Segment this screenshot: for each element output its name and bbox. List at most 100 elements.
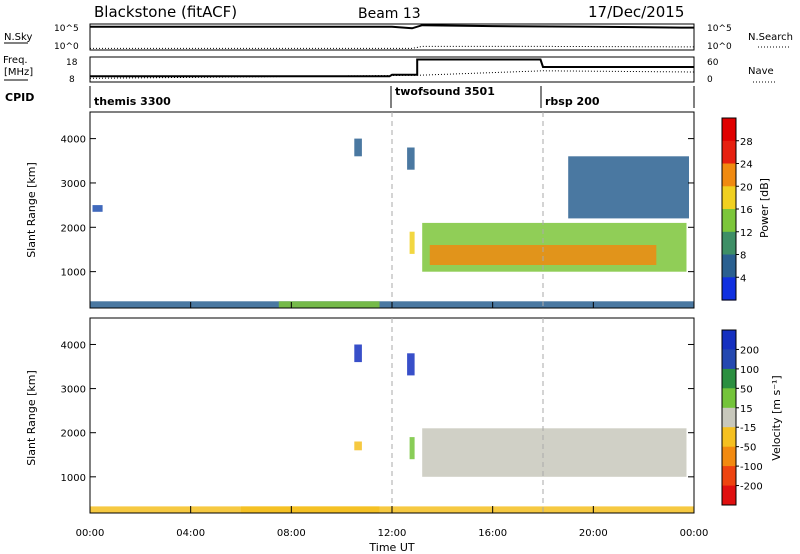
nsky-left-tick-top: 10^5 — [54, 24, 79, 34]
nave-label: Nave — [748, 66, 774, 77]
freq-series — [90, 58, 694, 78]
velocity-cell-4 — [354, 344, 362, 363]
power-y-tick-label-2: 3000 — [61, 179, 86, 190]
nsky-right-tick-top: 10^5 — [707, 24, 732, 34]
nsky-marks — [90, 24, 695, 49]
velocity-cb-label-4: -15 — [740, 423, 756, 434]
power-cb-label-5: 8 — [740, 251, 746, 262]
power-heatmap — [90, 138, 694, 308]
velocity-cb-band-6 — [722, 446, 736, 467]
freq-label-2: [MHz] — [4, 67, 33, 78]
freq-left-tick-top: 18 — [66, 58, 78, 68]
power-cb-label-2: 20 — [740, 182, 753, 193]
velocity-cb-band-2 — [722, 368, 736, 389]
velocity-ylabel: Slant Range [km] — [25, 370, 38, 466]
velocity-cb-label-1: 100 — [740, 365, 759, 376]
x-axis-label: Time UT — [368, 541, 414, 554]
velocity-cell-6 — [354, 441, 362, 451]
x-tick-label-5: 20:00 — [579, 528, 608, 539]
nsky-right-tick-bottom: 10^0 — [707, 42, 732, 52]
x-tick-label-3: 12:00 — [378, 528, 407, 539]
x-tick-label-4: 16:00 — [478, 528, 507, 539]
power-cb-band-0 — [722, 118, 736, 142]
nave-right-tick-bottom: 0 — [707, 75, 713, 85]
date-label: 17/Dec/2015 — [588, 3, 684, 21]
velocity-y-tick-label-3: 4000 — [61, 340, 86, 351]
power-y-tick-label-3: 4000 — [61, 135, 86, 146]
power-cell-8 — [568, 156, 689, 219]
nsky-left-tick-bottom: 10^0 — [54, 42, 79, 52]
power-cb-band-6 — [722, 254, 736, 278]
x-tick-label-1: 04:00 — [176, 528, 205, 539]
power-cell-1 — [278, 301, 380, 308]
velocity-y-axis: 1000 2000 3000 4000 — [61, 340, 694, 484]
power-cell-4 — [409, 231, 415, 254]
beam-label: Beam 13 — [358, 6, 421, 22]
velocity-cb-band-1 — [722, 349, 736, 370]
power-y-tick-label-0: 1000 — [61, 268, 86, 279]
nsky-series-0 — [90, 24, 694, 30]
velocity-cb-band-0 — [722, 330, 736, 350]
freq-label-1: Freq. — [3, 55, 28, 66]
x-axis: 00:00 04:00 08:00 12:00 16:00 20:00 00:00 — [76, 302, 709, 539]
velocity-cell-3 — [409, 437, 415, 460]
x-tick-label-6: 00:00 — [680, 528, 709, 539]
plot-title: Blackstone (fitACF) — [94, 3, 237, 21]
velocity-y-tick-label-0: 1000 — [61, 473, 86, 484]
nsky-series-1 — [90, 45, 695, 49]
velocity-y-tick-label-1: 2000 — [61, 429, 86, 440]
velocity-colorbar-label: Velocity [m s⁻¹] — [770, 375, 783, 460]
velocity-cb-label-2: 50 — [740, 384, 753, 395]
power-cb-label-0: 28 — [740, 137, 753, 148]
cpid-mode-1: twofsound 3501 — [395, 85, 495, 98]
power-cell-3 — [429, 245, 657, 265]
velocity-cb-label-0: 200 — [740, 345, 759, 356]
velocity-cb-band-7 — [722, 466, 736, 486]
power-cb-label-1: 24 — [740, 160, 753, 171]
velocity-cb-band-8 — [722, 485, 736, 506]
power-cb-label-4: 12 — [740, 228, 753, 239]
freq-marks — [89, 58, 695, 79]
velocity-cb-band-5 — [722, 427, 736, 448]
freq-left-tick-bottom: 8 — [69, 75, 75, 85]
power-cb-band-3 — [722, 186, 736, 210]
velocity-cb-frame — [721, 329, 737, 506]
velocity-cb-label-7: -200 — [740, 482, 763, 493]
velocity-cell-5 — [407, 353, 415, 376]
power-cb-band-7 — [722, 277, 736, 301]
x-tick-label-2: 08:00 — [277, 528, 306, 539]
cpid-mode-0: themis 3300 — [94, 95, 171, 108]
power-colorbar-label: Power [dB] — [758, 178, 771, 238]
power-colorbar: 28 24 20 16 12 8 4 — [721, 117, 753, 301]
x-tick-label-0: 00:00 — [76, 528, 105, 539]
cpid-mode-2: rbsp 200 — [545, 95, 600, 108]
velocity-cb-label-3: 15 — [740, 404, 753, 415]
power-y-axis: 1000 2000 3000 4000 — [61, 135, 694, 279]
cpid-label: CPID — [5, 91, 34, 104]
power-cb-band-1 — [722, 140, 736, 165]
power-cb-band-2 — [722, 163, 736, 187]
power-cb-label-6: 4 — [740, 273, 746, 284]
velocity-colorbar: 200 100 50 15 -15 -50 -100 -200 — [721, 329, 763, 506]
velocity-y-tick-label-2: 3000 — [61, 385, 86, 396]
velocity-cb-label-5: -50 — [740, 443, 756, 454]
cpid-change-lines — [391, 112, 544, 513]
nsearch-label: N.Search — [748, 32, 793, 43]
nave-right-tick-top: 60 — [707, 58, 719, 68]
velocity-cb-label-6: -100 — [740, 462, 763, 473]
power-cb-band-5 — [722, 231, 736, 256]
velocity-cb-band-3 — [722, 388, 736, 409]
power-cb-band-4 — [722, 209, 736, 233]
power-cell-6 — [407, 147, 415, 170]
power-ylabel: Slant Range [km] — [25, 162, 38, 258]
nsky-panel-frame — [89, 23, 695, 51]
power-cb-label-3: 16 — [740, 205, 753, 216]
velocity-cell-2 — [422, 428, 687, 477]
velocity-cb-band-4 — [722, 407, 736, 428]
power-cell-5 — [354, 138, 362, 157]
power-y-tick-label-1: 2000 — [61, 223, 86, 234]
nsky-label: N.Sky — [4, 32, 32, 43]
velocity-cell-1 — [241, 506, 380, 513]
freq-panel-frame — [89, 56, 695, 83]
